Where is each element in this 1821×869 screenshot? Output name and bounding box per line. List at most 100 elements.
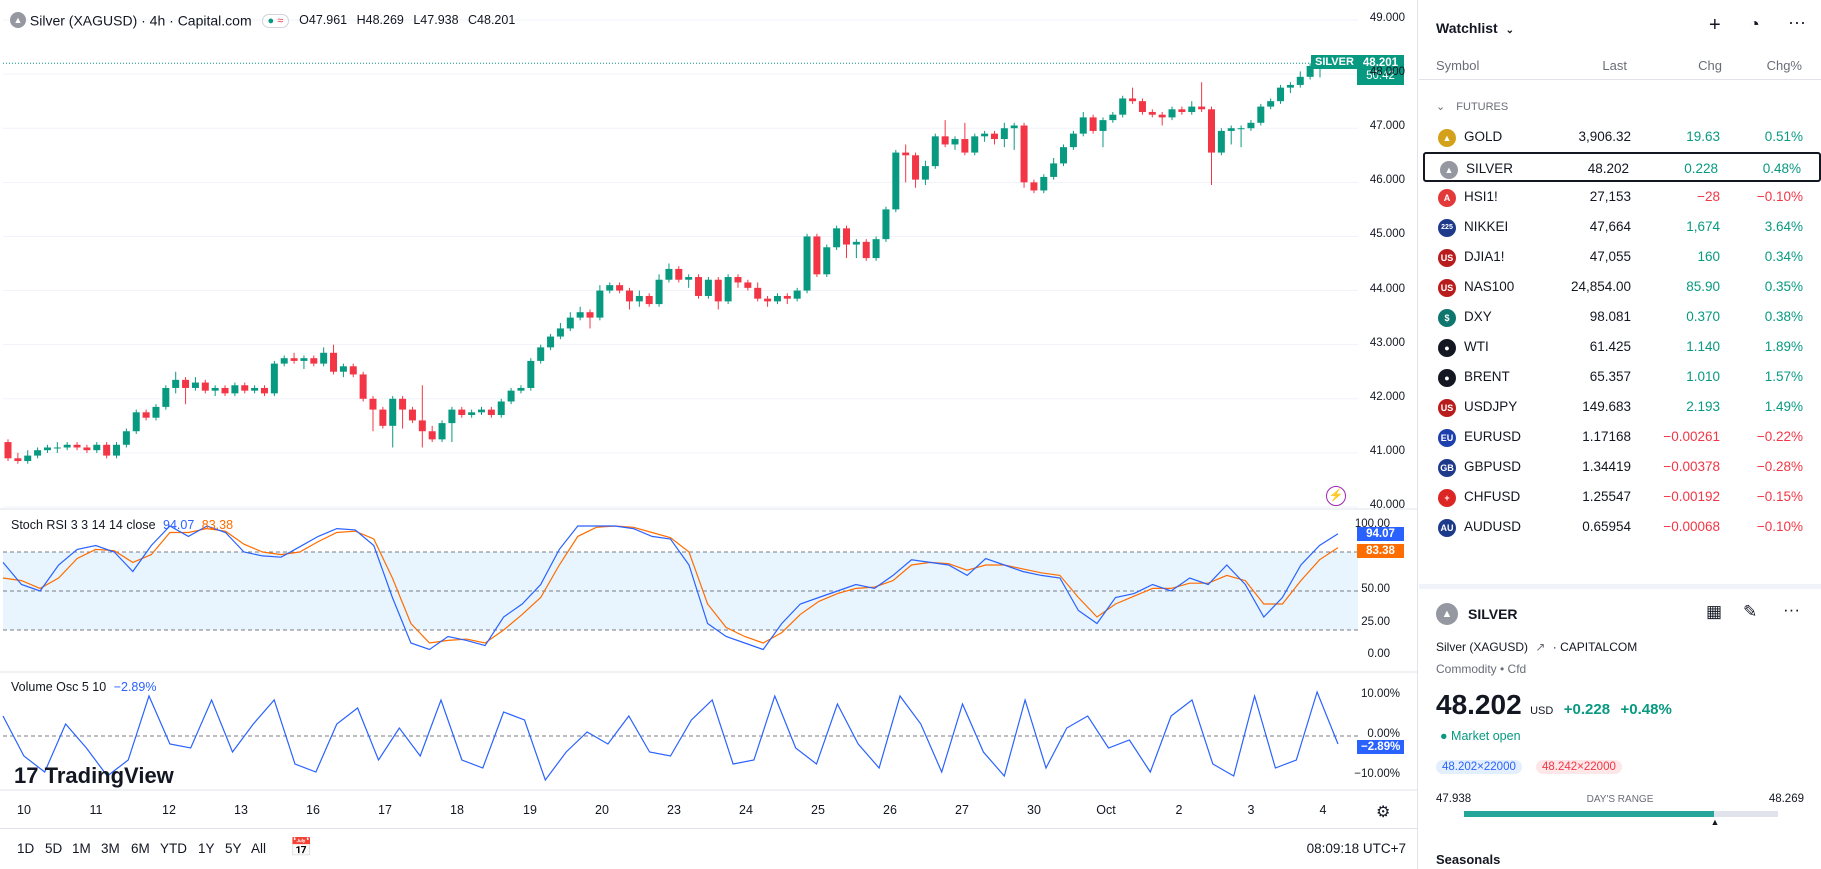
watchlist-row-eurusd[interactable]: EU EURUSD 1.17168 −0.00261 −0.22% [1423,422,1821,452]
symbol-title[interactable]: Silver (XAGUSD) · 4h · Capital.com [29,12,252,29]
candle-body [793,290,801,299]
advanced-view-icon[interactable]: ◔ [1749,14,1760,34]
watchlist-row-hsi1[interactable]: A HSI1! 27,153 −28 −0.10% [1423,182,1821,212]
stoch-k-tag: 94.07 [1357,527,1404,541]
watchlist-row-nikkei[interactable]: 225 NIKKEI 47,664 1,674 3.64% [1423,212,1821,242]
stoch-rsi-d-value: 83.38 [201,518,234,532]
candle-body [1286,84,1294,88]
watchlist-chgp: 1.49% [1764,399,1803,414]
date-range-calendar-icon[interactable]: 📅 [290,837,313,857]
range-button-ytd[interactable]: YTD [160,841,187,856]
external-link-icon[interactable]: ↗ [1535,640,1546,654]
market-status-text: Market open [1451,729,1521,743]
chart-area[interactable]: ▲ Silver (XAGUSD) · 4h · Capital.com ● ≈… [0,0,1418,869]
watchlist-row-dxy[interactable]: $ DXY 98.081 0.370 0.38% [1423,302,1821,332]
candle-body [754,287,762,299]
lightning-icon[interactable]: ⚡ [1326,486,1346,506]
bar-countdown: 50:42 [1366,70,1395,82]
nikkei-logo-icon: 225 [1438,219,1456,237]
tradingview-watermark[interactable]: 17 TradingView [14,763,174,789]
symbol-name-tag: SILVER [1311,55,1358,69]
candle-body [981,133,989,137]
more-options-icon[interactable]: ··· [1788,12,1806,32]
market-status-pill[interactable]: ● ≈ [261,14,290,28]
watchlist-symbol: CHFUSD [1464,489,1521,504]
edit-pencil-icon[interactable]: ✎ [1743,602,1758,621]
watchlist-header: Watchlist ⌄ + ◔ ··· [1419,0,1821,55]
candle-body [152,406,160,418]
candle-body [872,239,880,259]
candle-body [1030,182,1038,191]
candle-body [191,382,199,388]
watchlist-row-nas100[interactable]: US NAS100 24,854.00 85.90 0.35% [1423,272,1821,302]
bid-badge[interactable]: 48.202×22000 [1436,760,1522,774]
stoch-rsi-legend[interactable]: Stoch RSI 3 3 14 14 close 94.07 83.38 [11,518,233,532]
candle-body [1000,128,1008,140]
watchlist-row-gbpusd[interactable]: GB GBPUSD 1.34419 −0.00378 −0.28% [1423,452,1821,482]
candle-body [172,379,180,388]
watchlist-row-gold[interactable]: ▲ GOLD 3,906.32 19.63 0.51% [1423,122,1821,152]
details-full-name[interactable]: Silver (XAGUSD) [1436,640,1529,654]
candle-body [162,387,170,407]
candle-body [695,277,703,296]
range-button-5y[interactable]: 5Y [225,841,242,856]
candle-body [103,444,111,456]
range-button-5d[interactable]: 5D [45,841,63,856]
candle-body [389,398,397,426]
column-chgp[interactable]: Chg% [1766,58,1802,73]
column-chg[interactable]: Chg [1698,58,1722,73]
candle-body [1207,109,1215,153]
ohlc-open: O47.961 [299,13,348,27]
ask-badge[interactable]: 48.242×22000 [1536,760,1622,774]
gold-logo-icon: ▲ [1438,129,1456,147]
market-status[interactable]: ● Market open [1440,729,1521,743]
details-symbol[interactable]: SILVER [1468,606,1518,622]
details-exchange[interactable]: CAPITALCOM [1560,640,1638,654]
column-last[interactable]: Last [1602,58,1627,73]
stoch-rsi-label: Stoch RSI 3 3 14 14 close [11,518,156,532]
range-button-1y[interactable]: 1Y [198,841,215,856]
volume-osc-legend[interactable]: Volume Osc 5 10 −2.89% [11,680,156,694]
watchlist-last: 47,055 [1589,249,1631,264]
watchlist-chg: −0.00068 [1663,519,1720,534]
watchlist-title[interactable]: Watchlist ⌄ [1436,20,1514,36]
candle-body [842,228,850,245]
details-more-icon[interactable]: ··· [1783,600,1800,619]
settings-gear-icon[interactable]: ⚙ [1376,804,1391,821]
candle-body [1168,109,1176,118]
range-button-all[interactable]: All [251,841,267,856]
candle-body [556,328,564,337]
range-button-6m[interactable]: 6M [131,841,150,856]
clock[interactable]: 08:09:18 UTC+7 [1306,841,1406,856]
seasonals-title[interactable]: Seasonals [1436,852,1501,867]
stoch-axis-label: 25.00 [1361,615,1390,628]
range-button-1m[interactable]: 1M [72,841,91,856]
range-button-1d[interactable]: 1D [17,841,35,856]
watchlist-chgp: 3.64% [1764,219,1803,234]
column-symbol[interactable]: Symbol [1436,58,1480,73]
watchlist-symbol: SILVER [1466,161,1514,176]
watchlist-row-audusd[interactable]: AU AUDUSD 0.65954 −0.00068 −0.10% [1423,512,1821,542]
volume-osc-axis-label: −10.00% [1354,768,1400,780]
watchlist-symbol: EURUSD [1464,429,1522,444]
watchlist-chgp: 0.38% [1764,309,1803,324]
watchlist-row-brent[interactable]: ● BRENT 65.357 1.010 1.57% [1423,362,1821,392]
wti-logo-icon: ● [1438,339,1456,357]
watchlist-row-chfusd[interactable]: + CHFUSD 1.25547 −0.00192 −0.15% [1423,482,1821,512]
watchlist-row-usdjpy[interactable]: US USDJPY 149.683 2.193 1.49% [1423,392,1821,422]
ohlc-close: C48.201 [468,13,516,27]
section-futures[interactable]: ⌄ FUTURES [1436,100,1508,113]
watchlist-row-silver[interactable]: ▲ SILVER 48.202 0.228 0.48% [1423,152,1821,182]
chevron-down-icon: ⌄ [1505,25,1514,36]
price-axis-label: 41.000 [1369,444,1405,457]
time-axis-label: 30 [1027,803,1041,817]
candle-body [53,447,61,449]
range-button-3m[interactable]: 3M [101,841,120,856]
watchlist-row-djia1[interactable]: US DJIA1! 47,055 160 0.34% [1423,242,1821,272]
watchlist-row-wti[interactable]: ● WTI 61.425 1.140 1.89% [1423,332,1821,362]
grid-view-icon[interactable]: ▦ [1706,602,1723,621]
price-axis-label: 47.000 [1369,120,1405,133]
add-symbol-plus-icon[interactable]: + [1709,14,1721,36]
panel-divider[interactable] [1419,584,1821,589]
chart-canvas[interactable] [0,0,1418,828]
